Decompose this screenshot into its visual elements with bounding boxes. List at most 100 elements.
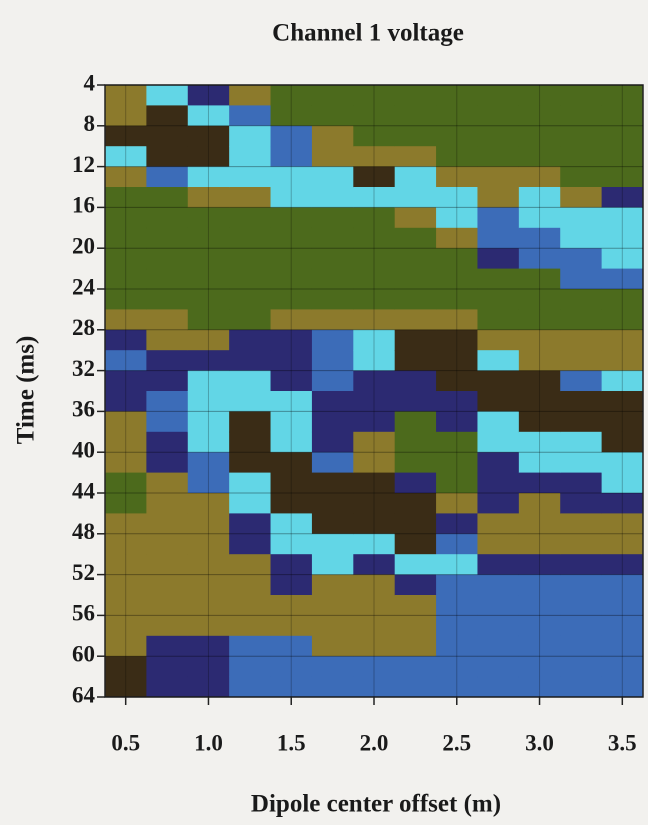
heatmap-cell — [187, 656, 230, 678]
heatmap-cell — [477, 146, 520, 168]
heatmap-cell — [477, 554, 520, 576]
heatmap-cell — [394, 493, 437, 514]
heatmap-cell — [146, 105, 189, 127]
heatmap-cell — [270, 268, 313, 290]
heatmap-cell — [560, 676, 603, 698]
heatmap-cell — [477, 656, 520, 678]
heatmap-cell — [353, 513, 396, 535]
heatmap-cell — [601, 289, 644, 310]
heatmap-cell — [601, 452, 644, 474]
heatmap-cell — [601, 431, 644, 453]
heatmap-cell — [394, 676, 437, 698]
heatmap-cell — [601, 472, 644, 494]
heatmap-cell — [601, 391, 644, 412]
y-tick-label: 28 — [72, 315, 95, 340]
heatmap-cell — [477, 187, 520, 208]
heatmap-cell — [105, 248, 147, 270]
heatmap-cell — [560, 554, 603, 576]
heatmap-cell — [518, 125, 561, 147]
heatmap-cell — [187, 146, 230, 168]
heatmap-cell — [601, 676, 644, 698]
heatmap-cell — [187, 268, 230, 290]
heatmap-cell — [353, 105, 396, 127]
heatmap-cell — [187, 452, 230, 474]
heatmap-cell — [105, 472, 147, 494]
heatmap-cell — [311, 391, 354, 412]
heatmap-cell — [560, 85, 603, 106]
heatmap-cell — [311, 227, 354, 249]
heatmap-cell — [146, 350, 189, 372]
heatmap-cell — [187, 329, 230, 351]
heatmap-cell — [270, 207, 313, 229]
y-tick-label: 12 — [72, 152, 95, 177]
heatmap-cell — [270, 248, 313, 270]
heatmap-cell — [560, 431, 603, 453]
heatmap-cell — [560, 452, 603, 474]
heatmap-cell — [187, 105, 230, 127]
heatmap-cell — [187, 635, 230, 657]
heatmap-cell — [187, 595, 230, 616]
heatmap-cell — [229, 595, 272, 616]
x-tick-label: 1.5 — [277, 730, 306, 755]
heatmap-cell — [560, 125, 603, 147]
heatmap-cell — [518, 635, 561, 657]
heatmap-cell — [436, 370, 478, 392]
heatmap-cell — [311, 472, 354, 494]
heatmap-cell — [353, 656, 396, 678]
heatmap-cell — [229, 248, 272, 270]
heatmap-cell — [353, 676, 396, 698]
heatmap-cell — [229, 187, 272, 208]
heatmap-cell — [394, 656, 437, 678]
heatmap-cell — [560, 248, 603, 270]
heatmap-cell — [146, 533, 189, 555]
heatmap-cell — [601, 309, 644, 331]
heatmap-cell — [229, 615, 272, 637]
heatmap-cell — [105, 676, 147, 698]
heatmap-cell — [518, 493, 561, 514]
heatmap-cell — [518, 452, 561, 474]
heatmap-cell — [394, 452, 437, 474]
heatmap-cell — [518, 370, 561, 392]
heatmap-cell — [311, 574, 354, 596]
heatmap-cell — [560, 146, 603, 168]
heatmap-cell — [394, 574, 437, 596]
heatmap-cell — [311, 493, 354, 514]
x-tick-label: 1.0 — [194, 730, 223, 755]
heatmap-cell — [311, 125, 354, 147]
heatmap-cell — [436, 431, 478, 453]
heatmap-cell — [105, 554, 147, 576]
heatmap-cell — [105, 493, 147, 514]
heatmap-cell — [146, 248, 189, 270]
heatmap-cell — [436, 595, 478, 616]
heatmap-cell — [477, 391, 520, 412]
heatmap-cell — [477, 166, 520, 188]
heatmap-cell — [601, 513, 644, 535]
heatmap-cell — [601, 370, 644, 392]
heatmap-cell — [436, 268, 478, 290]
heatmap-cell — [436, 656, 478, 678]
heatmap-cell — [105, 268, 147, 290]
heatmap-cell — [601, 146, 644, 168]
y-tick-label: 40 — [72, 437, 95, 462]
heatmap-cell — [187, 493, 230, 514]
heatmap-cell — [311, 350, 354, 372]
heatmap-cell — [270, 370, 313, 392]
heatmap-cell — [146, 676, 189, 698]
heatmap-cell — [105, 187, 147, 208]
heatmap-cell — [146, 411, 189, 433]
heatmap-cell — [146, 370, 189, 392]
heatmap-cell — [436, 125, 478, 147]
heatmap-cell — [560, 533, 603, 555]
heatmap-cell — [353, 329, 396, 351]
heatmap-cell — [146, 554, 189, 576]
heatmap-cell — [187, 309, 230, 331]
heatmap-cell — [477, 85, 520, 106]
heatmap-cell — [394, 227, 437, 249]
heatmap-cell — [477, 472, 520, 494]
heatmap-cell — [353, 615, 396, 637]
heatmap-cell — [270, 105, 313, 127]
heatmap-cell — [560, 472, 603, 494]
heatmap-cell — [394, 289, 437, 310]
